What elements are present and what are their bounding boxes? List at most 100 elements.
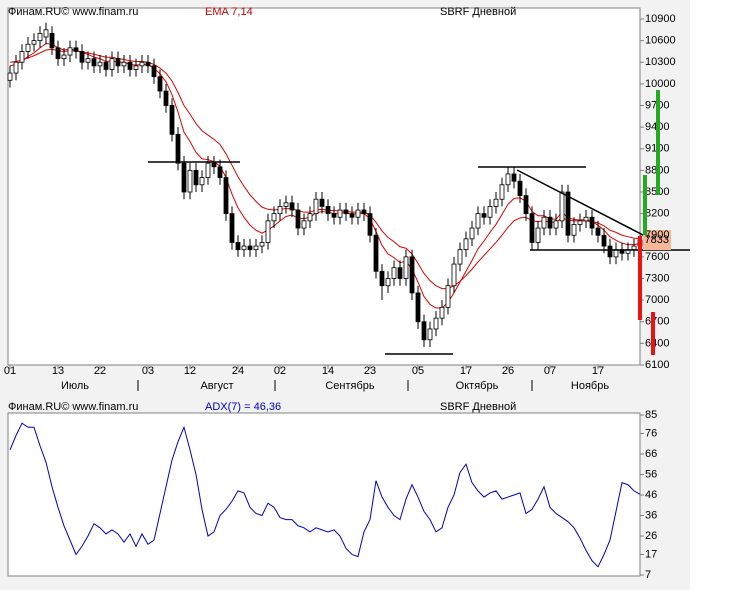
candle-body (247, 245, 253, 251)
candle-body (451, 263, 457, 287)
candle-body (373, 234, 379, 272)
candle-body (31, 40, 37, 45)
chart-title: SBRF Дневной (440, 6, 516, 18)
y-tick-label: 10000 (645, 78, 676, 90)
x-tick-label: 26 (502, 365, 514, 377)
candle-body (523, 195, 529, 215)
candle-body (475, 213, 481, 229)
y-tick-label: 7600 (645, 251, 669, 263)
y-tick-label: 66 (645, 448, 657, 460)
y-tick-label: 76 (645, 427, 657, 439)
x-tick-label: 13 (52, 365, 64, 377)
candle-body (499, 184, 505, 200)
candle-body (337, 209, 343, 218)
candle-body (25, 43, 31, 52)
y-tick-label: 10300 (645, 56, 676, 68)
x-tick-label: 03 (142, 365, 154, 377)
candle-body (355, 209, 361, 218)
candle-body (325, 206, 331, 215)
candle-body (541, 216, 547, 229)
y-tick-label: 17 (645, 548, 657, 560)
candle-body (139, 61, 145, 67)
candle-body (55, 47, 61, 60)
candle-body (397, 267, 403, 279)
candle-body (91, 58, 97, 67)
x-tick-label: 24 (232, 365, 244, 377)
candle-body (193, 169, 199, 186)
trend-line (516, 169, 646, 237)
candle-body (283, 202, 289, 207)
candle-body (163, 90, 169, 106)
axis-overlay: 6100640067007000730076007900820085008800… (645, 13, 676, 581)
candle-body (223, 177, 229, 215)
candle-body (127, 61, 133, 70)
y-tick-label: 6700 (645, 316, 669, 328)
candle-body (61, 54, 67, 60)
candle-body (415, 292, 421, 323)
indicator-label: ADX(7) = 46,36 (205, 401, 281, 413)
y-tick-label: 85 (645, 409, 657, 421)
indicator-label: EMA 7,14 (205, 6, 253, 18)
y-tick-label: 26 (645, 530, 657, 542)
candle-body (445, 285, 451, 308)
month-label: Октябрь (456, 380, 499, 392)
y-tick-label: 10900 (645, 13, 676, 25)
candle-body (481, 213, 487, 218)
y-tick-label: 6400 (645, 337, 669, 349)
x-tick-label: 17 (460, 365, 472, 377)
candle-body (409, 256, 415, 294)
candle-body (109, 58, 115, 70)
x-tick-label: 23 (364, 365, 376, 377)
x-tick-label: 02 (274, 365, 286, 377)
candle-body (505, 173, 511, 186)
y-tick-label: 6100 (645, 359, 669, 371)
candle-body (43, 29, 49, 38)
profile-bar (638, 236, 642, 320)
source-label: Финам.RU© www.finam.ru (8, 6, 138, 18)
candle-body (295, 209, 301, 229)
x-tick-label: 01 (4, 365, 16, 377)
profile-bar (651, 312, 655, 355)
candle-body (151, 65, 157, 78)
candle-body (487, 206, 493, 218)
candle-body (493, 198, 499, 207)
candle-body (49, 33, 55, 49)
candle-body (391, 267, 397, 279)
candle-body (97, 61, 103, 67)
y-tick-label: 10600 (645, 35, 676, 47)
candle-body (331, 213, 337, 218)
candle-body (121, 61, 127, 67)
candle-body (385, 278, 391, 287)
candle-body (307, 213, 313, 222)
candle-body (553, 220, 559, 229)
candle-body (349, 213, 355, 218)
candle-body (85, 58, 91, 63)
candle-body (271, 213, 277, 222)
candle-body (277, 206, 283, 215)
chart-title: SBRF Дневной (440, 401, 516, 413)
candle-body (427, 328, 433, 341)
candle-body (115, 58, 121, 67)
last-value-label: 7833 (645, 234, 669, 246)
candle-body (169, 105, 175, 135)
candle-body (343, 209, 349, 215)
candle-body (565, 191, 571, 236)
candle-body (229, 213, 235, 243)
candle-body (73, 47, 79, 52)
candle-body (403, 256, 409, 279)
candle-body (199, 177, 205, 186)
y-tick-label: 7300 (645, 272, 669, 284)
candle-body (361, 209, 367, 215)
candle-body (577, 220, 583, 225)
profile-bar (643, 175, 647, 235)
candle-body (37, 33, 43, 42)
candle-body (181, 162, 187, 193)
y-tick-label: 36 (645, 509, 657, 521)
y-tick-label: 7900 (645, 229, 669, 241)
y-tick-label: 46 (645, 489, 657, 501)
candle-body (367, 213, 373, 236)
candle-body (601, 234, 607, 247)
candle-body (547, 216, 553, 229)
candle-body (379, 270, 385, 287)
candle-body (67, 47, 73, 56)
